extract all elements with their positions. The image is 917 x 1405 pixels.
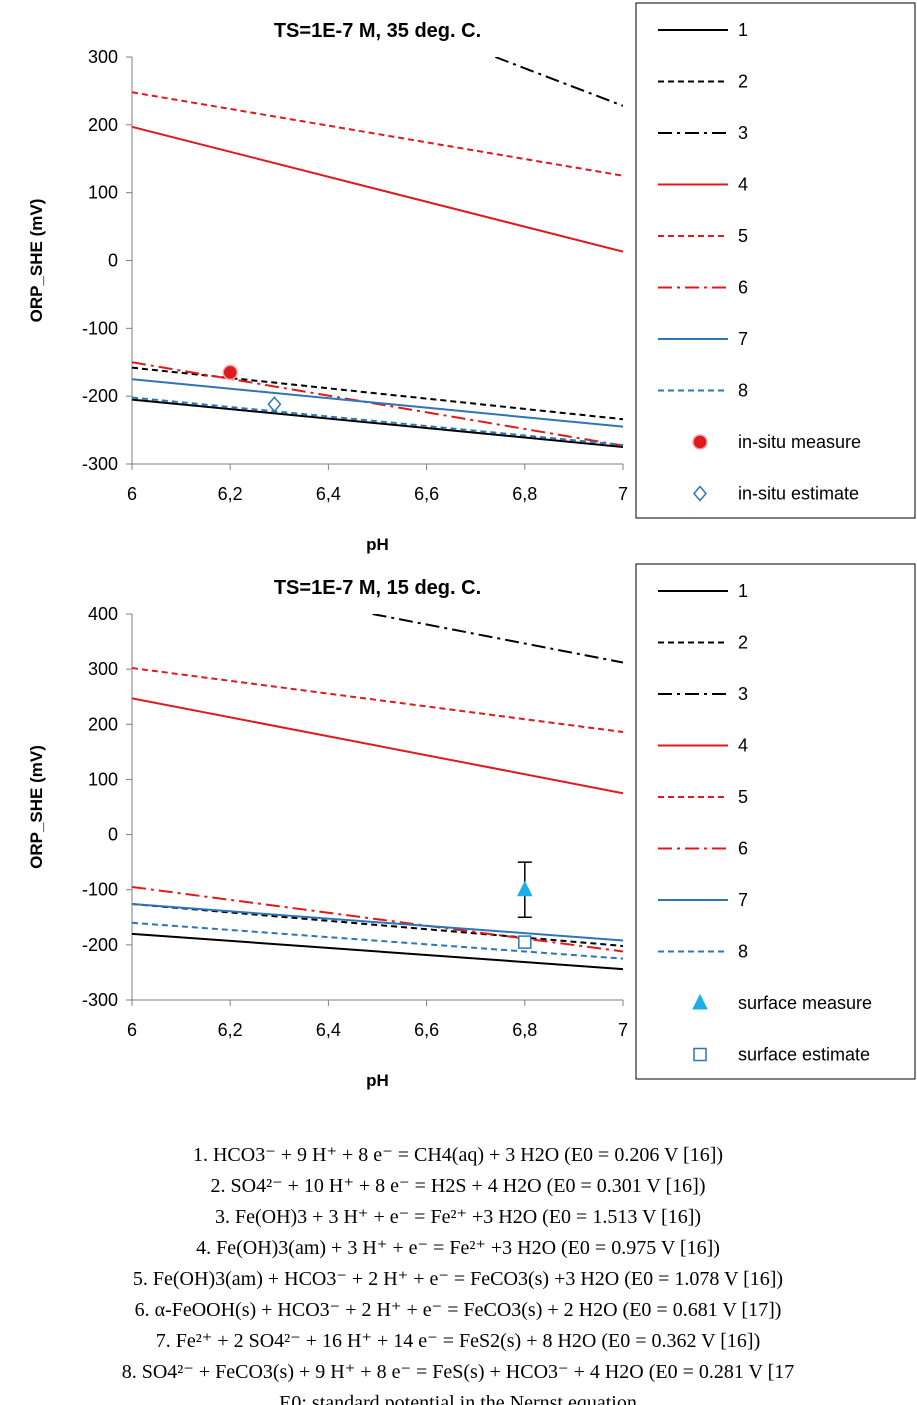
x-tick-label: 6,4 <box>316 484 341 504</box>
series-group <box>132 57 623 447</box>
y-tick-label: 200 <box>88 714 118 734</box>
legend-label: 2 <box>738 72 748 92</box>
legend-marker-circle <box>693 435 707 449</box>
x-tick-label: 6,4 <box>316 1020 341 1040</box>
chart-35-deg: -300 -200 -100 0 100 200 300 6 6,2 6,4 6,6 6,8 7 TS=1… <box>27 3 915 554</box>
y-tick-label: 100 <box>88 183 118 203</box>
equation-2: 2. SO4²⁻ + 10 H⁺ + 8 e⁻ = H2S + 4 H2O (E… <box>211 1175 706 1197</box>
series-line-6 <box>132 887 623 952</box>
series-group <box>132 614 623 969</box>
y-tick-label: -100 <box>82 880 118 900</box>
legend-label: 4 <box>738 175 748 195</box>
y-tick-label: -300 <box>82 990 118 1010</box>
series-line-3 <box>373 614 623 663</box>
x-axis-label: pH <box>366 535 389 554</box>
legend-label: 1 <box>738 20 748 40</box>
equation-5: 5. Fe(OH)3(am) + HCO3⁻ + 2 H⁺ + e⁻ = FeC… <box>133 1268 783 1290</box>
legend-label: 6 <box>738 839 748 859</box>
legend-label: 5 <box>738 787 748 807</box>
series-line-1 <box>132 934 623 969</box>
legend-label: surface measure <box>738 993 872 1013</box>
x-axis-label: pH <box>366 1071 389 1090</box>
legend-label: 4 <box>738 736 748 756</box>
equation-8: 8. SO4²⁻ + FeCO3(s) + 9 H⁺ + 8 e⁻ = FeS(… <box>122 1361 795 1383</box>
x-tick-label: 7 <box>618 1020 628 1040</box>
x-tick-label: 6,2 <box>218 484 243 504</box>
legend-label: 3 <box>738 684 748 704</box>
series-line-4 <box>132 127 623 252</box>
equation-7: 7. Fe²⁺ + 2 SO4²⁻ + 16 H⁺ + 14 e⁻ = FeS2… <box>156 1330 760 1352</box>
data-point-triangle <box>518 882 532 896</box>
series-line-4 <box>132 698 623 793</box>
data-point-diamond <box>268 397 280 411</box>
legend-label: 8 <box>738 381 748 401</box>
y-tick-label: -200 <box>82 935 118 955</box>
legend-label: 8 <box>738 942 748 962</box>
equation-3: 3. Fe(OH)3 + 3 H⁺ + e⁻ = Fe²⁺ +3 H2O (E0… <box>215 1206 701 1228</box>
series-line-5 <box>132 92 623 175</box>
legend-marker-square <box>694 1049 706 1061</box>
y-tick-label: 0 <box>108 825 118 845</box>
equation-1: 1. HCO3⁻ + 9 H⁺ + 8 e⁻ = CH4(aq) + 3 H2O… <box>193 1144 723 1166</box>
y-tick-label: 300 <box>88 47 118 67</box>
equation-6: 6. α-FeOOH(s) + HCO3⁻ + 2 H⁺ + e⁻ = FeCO… <box>135 1299 782 1321</box>
y-tick-label: 100 <box>88 769 118 789</box>
series-line-5 <box>132 668 623 732</box>
legend-label: 2 <box>738 633 748 653</box>
data-point-square <box>519 936 531 948</box>
x-tick-label: 6,8 <box>512 1020 537 1040</box>
equation-list: 1. HCO3⁻ + 9 H⁺ + 8 e⁻ = CH4(aq) + 3 H2O… <box>122 1144 795 1405</box>
y-axis-label: ORP_SHE (mV) <box>27 745 46 869</box>
x-tick-label: 6,8 <box>512 484 537 504</box>
legend-label: 5 <box>738 226 748 246</box>
chart-title: TS=1E-7 M, 15 deg. C. <box>274 577 481 599</box>
legend-label: 7 <box>738 329 748 349</box>
x-tick-label: 6 <box>127 484 137 504</box>
legend-label: in-situ estimate <box>738 484 859 504</box>
equation-note: E0: standard potential in the Nernst equ… <box>279 1392 637 1405</box>
x-tick-label: 6,6 <box>414 1020 439 1040</box>
x-tick-label: 6,6 <box>414 484 439 504</box>
y-tick-label: 400 <box>88 604 118 624</box>
legend-label: 7 <box>738 890 748 910</box>
y-tick-label: 300 <box>88 659 118 679</box>
series-line-8 <box>132 923 623 959</box>
series-line-3 <box>495 57 623 106</box>
series-line-7 <box>132 379 623 426</box>
legend-label: 3 <box>738 123 748 143</box>
y-tick-label: 0 <box>108 251 118 271</box>
series-line-7 <box>132 904 623 940</box>
y-tick-label: -300 <box>82 454 118 474</box>
equation-4: 4. Fe(OH)3(am) + 3 H⁺ + e⁻ = Fe²⁺ +3 H2O… <box>196 1237 720 1259</box>
y-tick-label: 200 <box>88 115 118 135</box>
legend-label: 6 <box>738 278 748 298</box>
x-tick-label: 7 <box>618 484 628 504</box>
y-tick-label: -200 <box>82 386 118 406</box>
legend-label: 1 <box>738 581 748 601</box>
chart-15-deg: -300 -200 -100 0 100 200 300 400 6 6,2 6,4 6,6 6,8 7 T… <box>27 564 915 1090</box>
y-tick-label: -100 <box>82 318 118 338</box>
series-line-1 <box>132 400 623 447</box>
data-point-circle <box>223 365 237 379</box>
legend-label: in-situ measure <box>738 432 861 452</box>
chart-title: TS=1E-7 M, 35 deg. C. <box>274 20 481 42</box>
y-axis-label: ORP_SHE (mV) <box>27 199 46 323</box>
x-tick-label: 6 <box>127 1020 137 1040</box>
legend-label: surface estimate <box>738 1045 870 1065</box>
x-tick-label: 6,2 <box>218 1020 243 1040</box>
